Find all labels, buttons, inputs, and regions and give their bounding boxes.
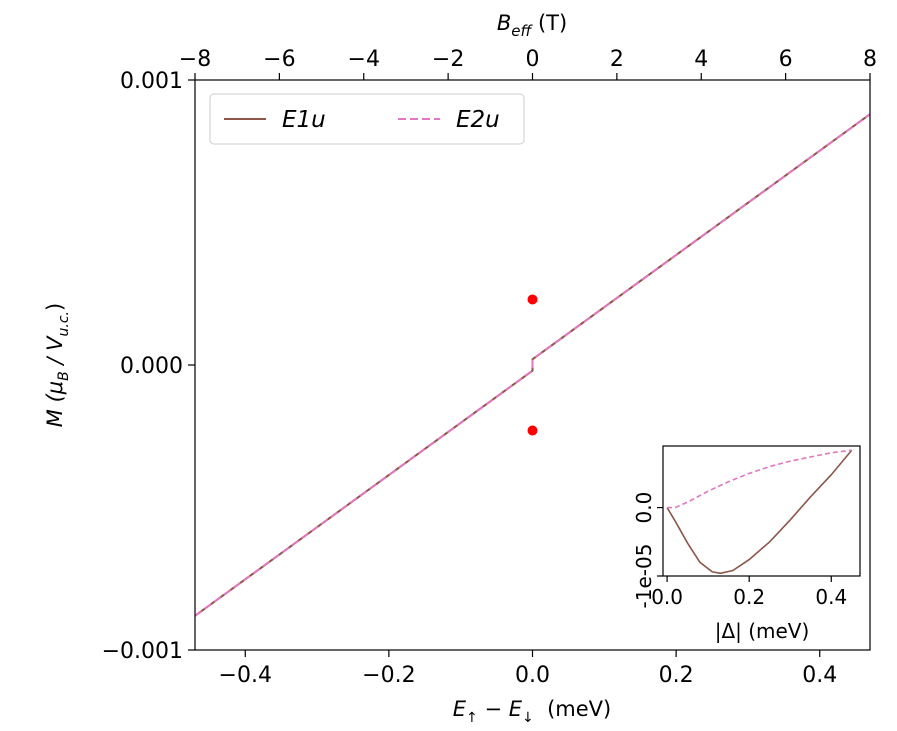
top-x-tick-label: −4 (348, 47, 380, 72)
inset-background (663, 446, 860, 576)
x-tick-label: −0.4 (219, 663, 272, 688)
x-axis-label: E↑ − E↓ (meV) (453, 697, 611, 726)
inset-y-tick-label: -1e-05 (632, 544, 656, 609)
y-tick-label: 0.001 (120, 69, 183, 94)
legend-box (209, 93, 525, 145)
top-x-tick-label: −6 (263, 47, 295, 72)
main-tick-layer: −0.4 −0.2 0.0 0.2 0.4 −0.001 0.000 0.001−8 −6 −4 −… (102, 47, 877, 688)
inset-tick-layer: 0.0 0.2 0.40.0-1e-05 (632, 492, 847, 609)
inset-x-tick-label: 0.0 (651, 585, 683, 609)
top-x-tick-label: 8 (863, 47, 877, 72)
legend-label-e1u: E1u (282, 107, 326, 133)
x-tick-label: 0.0 (515, 663, 550, 688)
inset-x-tick-label: 0.4 (815, 585, 847, 609)
top-x-tick-label: 0 (526, 47, 540, 72)
inset-plot-frame (662, 445, 861, 577)
main-series-layer (194, 113, 871, 617)
y-axis-label: M (μB / Vu.c.) (43, 303, 72, 427)
legend: E1u E2u (209, 93, 525, 145)
inset-x-tick-label: 0.2 (733, 585, 765, 609)
inset-series-layer (666, 449, 853, 575)
top-x-tick-label: −2 (432, 47, 464, 72)
top-x-tick-label: −8 (179, 47, 211, 72)
inset-x-axis-label: |Δ| (meV) (715, 619, 810, 643)
y-tick-label: 0.000 (120, 354, 183, 379)
x-tick-label: 0.2 (659, 663, 694, 688)
top-x-axis-label: Beff (T) (497, 11, 567, 40)
inset-series-line-e1u (666, 449, 853, 575)
series-line-e2u (194, 113, 871, 617)
legend-label-e2u: E2u (456, 107, 500, 133)
x-tick-label: 0.4 (802, 663, 837, 688)
main-plot-frame (194, 79, 871, 651)
inset-series-line-e2u (667, 449, 852, 509)
x-tick-label: −0.2 (362, 663, 415, 688)
marker-point (527, 425, 538, 436)
inset-y-tick-label: 0.0 (632, 492, 656, 524)
marker-point (527, 294, 538, 305)
top-x-tick-label: 2 (610, 47, 624, 72)
top-x-tick-label: 6 (779, 47, 793, 72)
y-tick-label: −0.001 (102, 639, 183, 664)
inset-plot: 0.0 0.2 0.40.0-1e-05 |Δ| (meV) (632, 445, 861, 643)
top-x-tick-label: 4 (694, 47, 708, 72)
main-plot: −0.4 −0.2 0.0 0.2 0.4 −0.001 0.000 0.001−8 −6 −4 −… (43, 11, 877, 726)
main-marker-layer (527, 294, 538, 436)
